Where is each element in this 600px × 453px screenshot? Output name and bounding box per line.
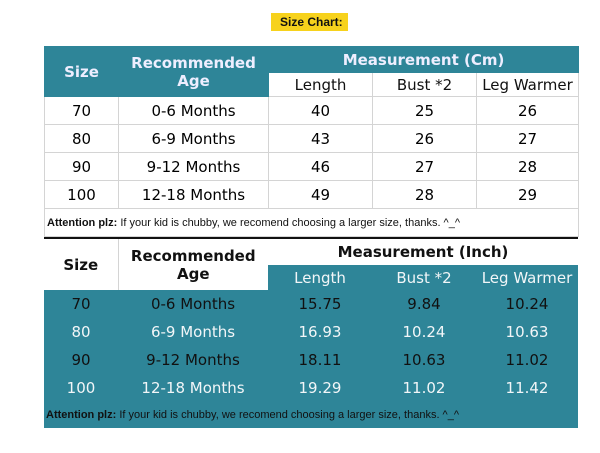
cell-size: 90 — [44, 346, 118, 374]
header-bust: Bust *2 — [372, 72, 477, 97]
header-leg-warmer: Leg Warmer — [475, 72, 580, 97]
cell-bust: 11.02 — [372, 374, 476, 402]
table-row: 70 0-6 Months 40 25 26 — [44, 96, 580, 125]
cell-bust: 26 — [372, 124, 477, 153]
header-size: Size — [44, 238, 119, 290]
header-age: Recommended Age — [118, 238, 268, 290]
cell-size: 90 — [44, 152, 119, 181]
note-text: If your kid is chubby, we recomend choos… — [116, 409, 459, 421]
attention-note: Attention plz: If your kid is chubby, we… — [43, 208, 580, 237]
cell-age: 0-6 Months — [118, 290, 268, 318]
cell-leg-warmer: 27 — [475, 124, 580, 153]
cell-bust: 9.84 — [372, 290, 476, 318]
cell-size: 70 — [44, 290, 118, 318]
cell-bust: 10.63 — [372, 346, 476, 374]
cell-size: 70 — [44, 96, 119, 125]
note-label: Attention plz: — [46, 409, 117, 421]
cell-size: 100 — [44, 180, 119, 209]
cell-bust: 28 — [372, 180, 477, 209]
header-age: Recommended Age — [118, 46, 269, 97]
cell-length: 16.93 — [268, 318, 372, 346]
size-table-inch: Size Recommended Age Measurement (Inch) … — [44, 237, 579, 428]
cell-length: 46 — [268, 152, 373, 181]
cell-size: 80 — [44, 318, 118, 346]
cell-size: 100 — [44, 374, 118, 402]
cell-age: 9-12 Months — [118, 152, 269, 181]
note-label: Attention plz: — [47, 216, 118, 229]
attention-note: Attention plz: If your kid is chubby, we… — [44, 402, 579, 428]
header-measurement: Measurement (Cm) — [267, 46, 580, 73]
cell-length: 49 — [268, 180, 373, 209]
header-size: Size — [44, 46, 119, 97]
cell-age: 6-9 Months — [118, 124, 269, 153]
cell-length: 40 — [268, 96, 373, 125]
header-length: Length — [268, 265, 372, 290]
cell-bust: 27 — [372, 152, 477, 181]
size-chart-title: Size Chart: — [271, 13, 348, 31]
cell-age: 6-9 Months — [118, 318, 268, 346]
cell-length: 18.11 — [268, 346, 372, 374]
cell-size: 80 — [44, 124, 119, 153]
cell-leg-warmer: 26 — [475, 96, 580, 125]
cell-leg-warmer: 10.24 — [476, 290, 579, 318]
cell-bust: 25 — [372, 96, 477, 125]
table-row: 90 9-12 Months 46 27 28 — [44, 152, 580, 181]
table-row: 80 6-9 Months 16.93 10.24 10.63 — [44, 318, 579, 346]
size-table-cm: Size Recommended Age Measurement (Cm) Le… — [43, 46, 580, 237]
header-length: Length — [268, 72, 373, 97]
cell-age: 12-18 Months — [118, 180, 269, 209]
header-measurement: Measurement (Inch) — [268, 238, 579, 265]
cell-length: 19.29 — [268, 374, 372, 402]
note-text: If your kid is chubby, we recomend choos… — [117, 216, 460, 229]
cell-leg-warmer: 11.02 — [476, 346, 579, 374]
table-row: 70 0-6 Months 15.75 9.84 10.24 — [44, 290, 579, 318]
cell-leg-warmer: 29 — [475, 180, 580, 209]
cell-leg-warmer: 11.42 — [476, 374, 579, 402]
cell-length: 15.75 — [268, 290, 372, 318]
table-row: 80 6-9 Months 43 26 27 — [44, 124, 580, 153]
cell-age: 0-6 Months — [118, 96, 269, 125]
table-row: 100 12-18 Months 49 28 29 — [44, 180, 580, 209]
cell-leg-warmer: 28 — [475, 152, 580, 181]
cell-length: 43 — [268, 124, 373, 153]
cell-age: 12-18 Months — [118, 374, 268, 402]
table-row: 90 9-12 Months 18.11 10.63 11.02 — [44, 346, 579, 374]
header-leg-warmer: Leg Warmer — [476, 265, 579, 290]
table-row: 100 12-18 Months 19.29 11.02 11.42 — [44, 374, 579, 402]
cell-bust: 10.24 — [372, 318, 476, 346]
cell-leg-warmer: 10.63 — [476, 318, 579, 346]
cell-age: 9-12 Months — [118, 346, 268, 374]
header-bust: Bust *2 — [372, 265, 476, 290]
